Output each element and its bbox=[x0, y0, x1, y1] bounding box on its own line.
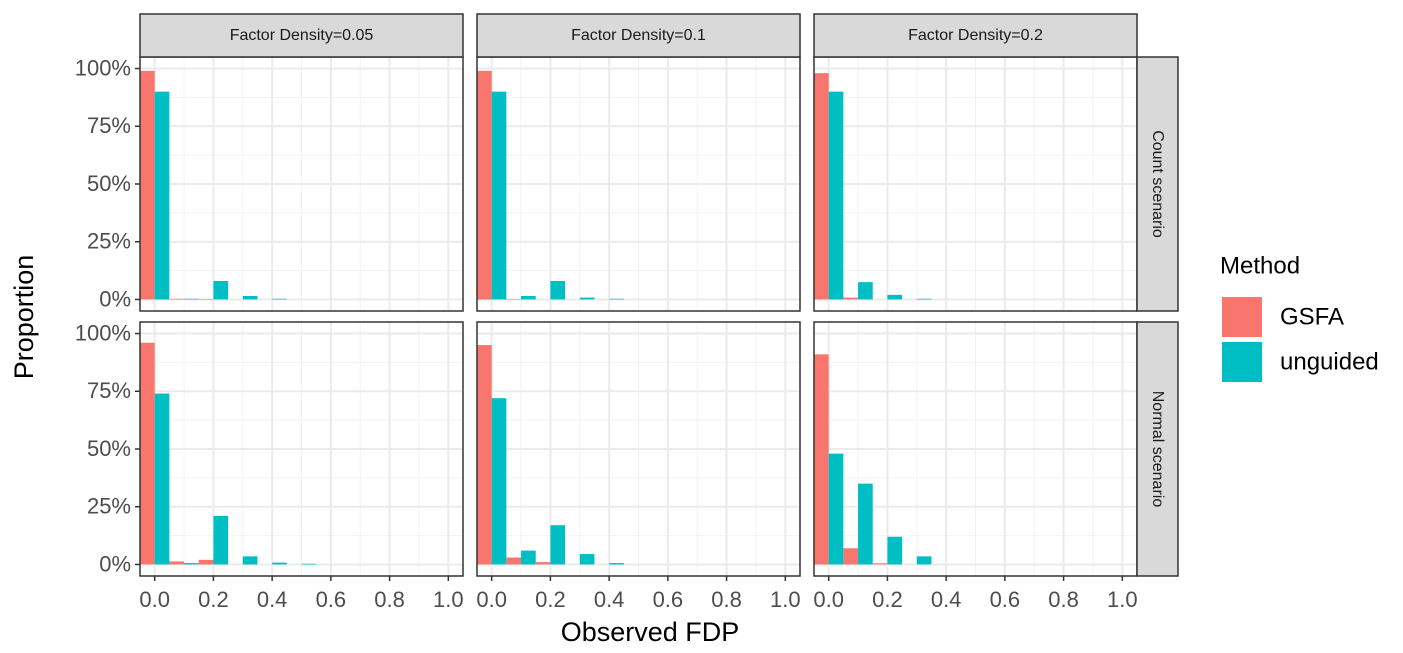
y-axis-title: Proportion bbox=[9, 255, 39, 380]
x-tick-label: 1.0 bbox=[770, 587, 801, 612]
bar bbox=[184, 563, 199, 565]
x-tick-label: 0.6 bbox=[990, 587, 1021, 612]
strip bbox=[139, 13, 464, 58]
bar bbox=[491, 91, 507, 300]
bar bbox=[579, 554, 595, 565]
bar bbox=[154, 91, 170, 300]
bar bbox=[872, 563, 888, 565]
strip-label: Factor Density=0.05 bbox=[230, 27, 374, 44]
bar bbox=[579, 297, 595, 300]
x-tick-label: 0.6 bbox=[653, 587, 684, 612]
x-tick-label: 0.4 bbox=[257, 587, 288, 612]
bar bbox=[301, 563, 317, 565]
bar bbox=[242, 295, 258, 300]
bar bbox=[506, 557, 522, 565]
bar bbox=[477, 70, 492, 300]
strip bbox=[1136, 56, 1179, 312]
strip-label: Count scenario bbox=[1149, 130, 1166, 238]
bar bbox=[169, 561, 185, 565]
bar bbox=[477, 345, 492, 565]
bar bbox=[198, 559, 214, 565]
bar bbox=[828, 453, 844, 565]
x-tick-label: 0.2 bbox=[535, 587, 566, 612]
bar bbox=[916, 298, 932, 300]
x-tick-label: 0.8 bbox=[1048, 587, 1079, 612]
legend-title: Method bbox=[1220, 252, 1300, 279]
strip-label: Factor Density=0.1 bbox=[571, 27, 706, 44]
y-tick-label: 100% bbox=[75, 320, 131, 345]
bar bbox=[550, 525, 566, 565]
x-tick-label: 0.8 bbox=[374, 587, 405, 612]
bar bbox=[916, 556, 932, 565]
x-tick-label: 1.0 bbox=[1107, 587, 1138, 612]
y-tick-label: 0% bbox=[99, 551, 131, 576]
bar bbox=[242, 556, 258, 565]
bar bbox=[140, 342, 155, 565]
x-tick-label: 0.4 bbox=[931, 587, 962, 612]
bar bbox=[887, 536, 903, 565]
bar bbox=[609, 563, 624, 565]
x-tick-label: 0.0 bbox=[476, 587, 507, 612]
bar bbox=[140, 70, 155, 300]
y-tick-label: 100% bbox=[75, 55, 131, 80]
x-tick-label: 0.8 bbox=[711, 587, 742, 612]
x-tick-label: 0.0 bbox=[813, 587, 844, 612]
y-tick-label: 50% bbox=[87, 436, 131, 461]
bar bbox=[184, 298, 199, 300]
y-tick-label: 25% bbox=[87, 494, 131, 519]
y-tick-label: 0% bbox=[99, 286, 131, 311]
x-tick-label: 0.4 bbox=[594, 587, 625, 612]
bar bbox=[213, 515, 229, 565]
bar bbox=[887, 294, 903, 300]
bar bbox=[272, 562, 287, 565]
strip-label: Factor Density=0.2 bbox=[908, 27, 1043, 44]
bar bbox=[814, 73, 829, 300]
strip bbox=[476, 13, 801, 58]
bar bbox=[521, 550, 536, 565]
legend-key bbox=[1222, 342, 1262, 382]
legend-key bbox=[1222, 297, 1262, 337]
bar bbox=[272, 298, 287, 300]
bar bbox=[535, 562, 551, 565]
x-axis-title: Observed FDP bbox=[561, 617, 740, 647]
strip bbox=[1136, 321, 1179, 577]
bar bbox=[843, 548, 859, 565]
bar bbox=[828, 91, 844, 300]
bar bbox=[169, 298, 185, 300]
x-tick-label: 0.2 bbox=[872, 587, 903, 612]
bar bbox=[550, 280, 566, 300]
x-tick-label: 0.6 bbox=[316, 587, 347, 612]
bar bbox=[491, 398, 507, 565]
bar bbox=[814, 354, 829, 565]
bar bbox=[609, 298, 624, 300]
bar bbox=[521, 295, 536, 300]
x-tick-label: 1.0 bbox=[433, 587, 464, 612]
x-tick-label: 0.0 bbox=[139, 587, 170, 612]
bar bbox=[213, 280, 229, 300]
legend-label: GSFA bbox=[1280, 303, 1344, 330]
y-tick-label: 50% bbox=[87, 171, 131, 196]
strip bbox=[813, 13, 1138, 58]
bar bbox=[858, 483, 873, 565]
bar bbox=[858, 282, 873, 300]
bar bbox=[843, 297, 859, 300]
bar bbox=[154, 393, 170, 565]
y-tick-label: 75% bbox=[87, 113, 131, 138]
x-tick-label: 0.2 bbox=[198, 587, 229, 612]
y-tick-label: 25% bbox=[87, 229, 131, 254]
y-tick-label: 75% bbox=[87, 378, 131, 403]
strip-label: Normal scenario bbox=[1149, 391, 1166, 508]
panel-border bbox=[476, 321, 801, 577]
legend-label: unguided bbox=[1280, 348, 1379, 375]
